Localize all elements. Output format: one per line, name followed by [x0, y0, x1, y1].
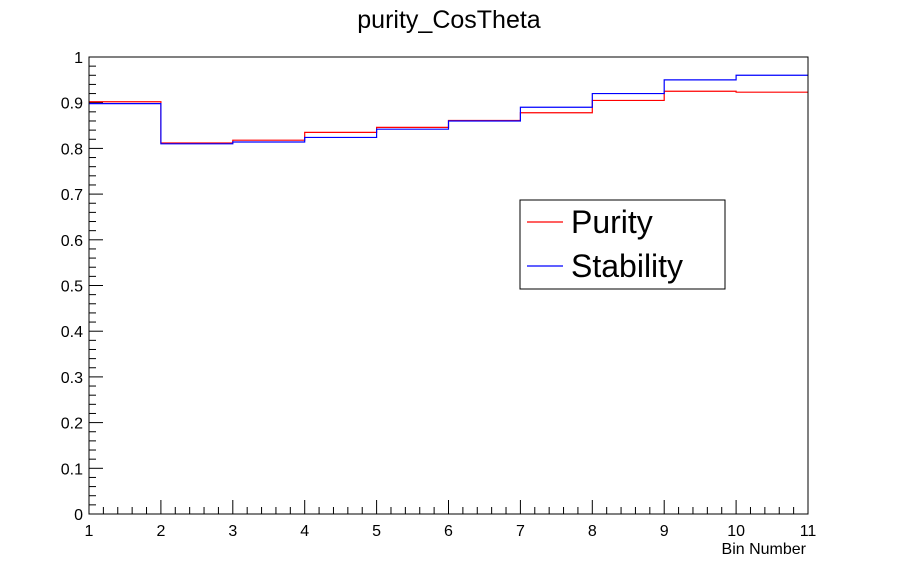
y-tick-label: 0.9	[61, 96, 83, 113]
y-tick-label: 0.3	[61, 370, 83, 387]
series-group	[89, 74, 808, 145]
y-tick-label: 0.2	[61, 416, 83, 433]
x-tick-label: 10	[727, 523, 745, 540]
legend-label-purity: Purity	[571, 204, 653, 240]
x-tick-label: 6	[444, 523, 453, 540]
y-tick-label: 0.1	[61, 461, 83, 478]
x-tick-label: 3	[228, 523, 237, 540]
plot-frame	[88, 56, 809, 515]
y-tick-label: 0.5	[61, 279, 83, 296]
axis-ticks	[88, 56, 809, 515]
y-tick-label: 0	[74, 507, 83, 524]
legend-box	[519, 199, 726, 290]
x-tick-label: 1	[85, 523, 94, 540]
x-tick-label: 9	[660, 523, 669, 540]
x-tick-label: 4	[300, 523, 309, 540]
y-tick-label: 0.8	[61, 141, 83, 158]
legend-label-stability: Stability	[571, 248, 683, 284]
x-axis-title: Bin Number	[722, 541, 807, 558]
x-tick-label: 8	[588, 523, 597, 540]
legend: Purity Stability	[519, 199, 726, 290]
x-tick-label: 7	[516, 523, 525, 540]
axis-labels: 1 2 3 4 5 6 7 8 9 10 11 0 0.1 0.2 0.3 0.4 0.5 0.6 0.7 0.8 0.…	[61, 50, 817, 540]
chart-title: purity_CosTheta	[357, 6, 541, 34]
x-tick-label: 11	[800, 523, 817, 540]
y-tick-label: 1	[74, 50, 83, 67]
y-tick-label: 0.7	[61, 187, 83, 204]
x-tick-label: 5	[372, 523, 381, 540]
y-tick-label: 0.6	[61, 233, 83, 250]
x-tick-label: 2	[156, 523, 165, 540]
stability-series-line	[89, 74, 808, 145]
y-tick-label: 0.4	[61, 324, 83, 341]
purity-series-line	[89, 90, 808, 144]
